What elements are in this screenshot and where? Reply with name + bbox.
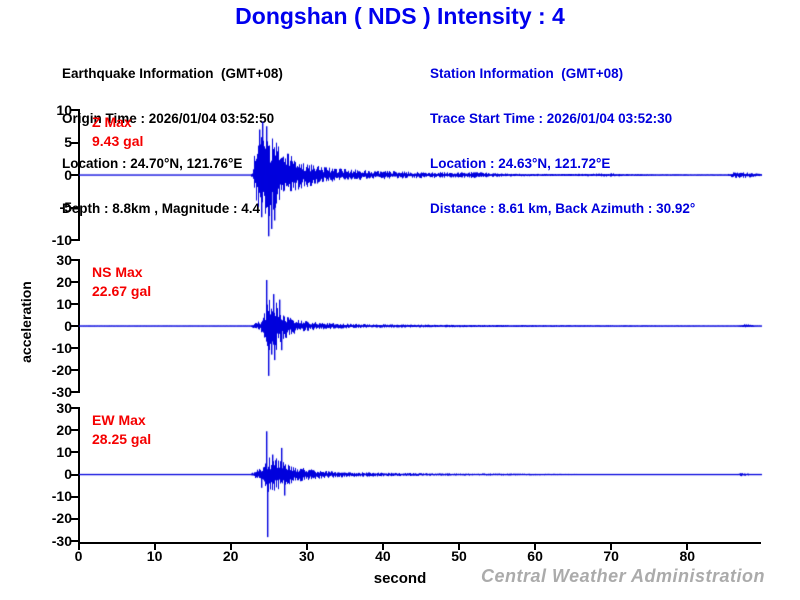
max-label-value-ns: 22.67 gal xyxy=(92,283,152,299)
y-tick-ew xyxy=(71,429,78,432)
y-tick-label-z: 0 xyxy=(64,166,72,183)
x-axis xyxy=(78,542,761,544)
y-tick-label-ew: -10 xyxy=(51,488,72,505)
y-tick-ew xyxy=(71,495,78,498)
y-tick-label-ns: 10 xyxy=(56,295,72,312)
y-tick-z xyxy=(71,239,78,241)
y-tick-ew xyxy=(71,473,78,476)
x-tick-label: 0 xyxy=(74,548,83,564)
y-tick-label-ns: -10 xyxy=(51,339,72,356)
y-tick-label-ew: -20 xyxy=(51,510,72,527)
y-tick-ew xyxy=(71,451,78,454)
max-label-ns: NS Max 22.67 gal xyxy=(92,263,151,301)
y-tick-ns xyxy=(71,369,78,371)
max-label-name-z: Z Max xyxy=(92,114,132,130)
x-tick-label: 60 xyxy=(527,548,543,564)
max-label-name-ew: EW Max xyxy=(92,412,146,428)
y-tick-label-ew: 0 xyxy=(64,466,72,482)
max-label-name-ns: NS Max xyxy=(92,264,143,280)
x-tick-label: 50 xyxy=(451,548,467,564)
y-tick-ew xyxy=(71,517,78,520)
y-tick-label-ew: -30 xyxy=(51,532,72,549)
y-tick-ns xyxy=(71,303,78,305)
y-tick-z xyxy=(71,206,78,209)
y-tick-ew xyxy=(71,540,78,542)
max-label-z: Z Max 9.43 gal xyxy=(92,113,143,151)
y-tick-ew xyxy=(71,407,78,409)
x-tick xyxy=(153,542,156,550)
y-tick-label-ew: 10 xyxy=(56,443,72,460)
x-tick xyxy=(458,542,460,550)
y-tick-z xyxy=(71,141,78,144)
x-tick-label: 80 xyxy=(679,548,696,564)
x-tick xyxy=(381,542,384,550)
x-tick-label: 20 xyxy=(222,548,239,564)
y-tick-ns xyxy=(71,281,78,283)
max-label-value-ew: 28.25 gal xyxy=(92,431,152,447)
x-tick xyxy=(686,542,689,550)
y-tick-z xyxy=(71,109,78,111)
y-tick-label-ns: 30 xyxy=(56,251,72,268)
x-tick-label: 70 xyxy=(603,548,619,564)
x-tick-label: 30 xyxy=(299,548,315,564)
y-tick-ns xyxy=(71,325,78,327)
x-tick xyxy=(77,542,80,550)
y-tick-ns xyxy=(71,391,78,393)
y-tick-ns xyxy=(71,259,78,261)
y-tick-label-z: 5 xyxy=(64,134,72,150)
max-label-ew: EW Max 28.25 gal xyxy=(92,411,151,449)
x-tick-label: 10 xyxy=(146,548,163,564)
watermark: Central Weather Administration xyxy=(480,566,765,586)
max-label-value-z: 9.43 gal xyxy=(92,133,144,149)
trace-z xyxy=(79,105,763,245)
earthquake-info-heading: Earthquake Information (GMT+08) xyxy=(62,66,283,81)
y-tick-z xyxy=(71,174,78,176)
y-tick-label-ns: -30 xyxy=(51,383,72,400)
x-axis-title: second xyxy=(373,570,427,587)
x-tick-label: 40 xyxy=(375,548,391,564)
y-tick-ns xyxy=(71,347,78,349)
x-tick xyxy=(229,542,232,550)
y-tick-label-ns: 0 xyxy=(64,317,72,334)
trace-ns xyxy=(79,255,763,397)
x-tick xyxy=(534,542,537,550)
y-tick-label-ns: 20 xyxy=(56,273,72,290)
y-tick-label-ns: -20 xyxy=(51,361,72,378)
x-tick xyxy=(305,542,308,550)
trace-ew xyxy=(79,403,763,546)
y-tick-label-z: 10 xyxy=(56,101,72,118)
y-tick-label-z: -5 xyxy=(59,199,72,215)
station-info-heading: Station Information (GMT+08) xyxy=(430,66,624,81)
y-tick-label-ew: 20 xyxy=(56,421,72,438)
page-title: Dongshan ( NDS ) Intensity : 4 xyxy=(235,3,565,29)
y-tick-label-z: -10 xyxy=(51,231,72,248)
x-tick xyxy=(610,542,613,550)
y-tick-label-ew: 30 xyxy=(56,399,72,416)
